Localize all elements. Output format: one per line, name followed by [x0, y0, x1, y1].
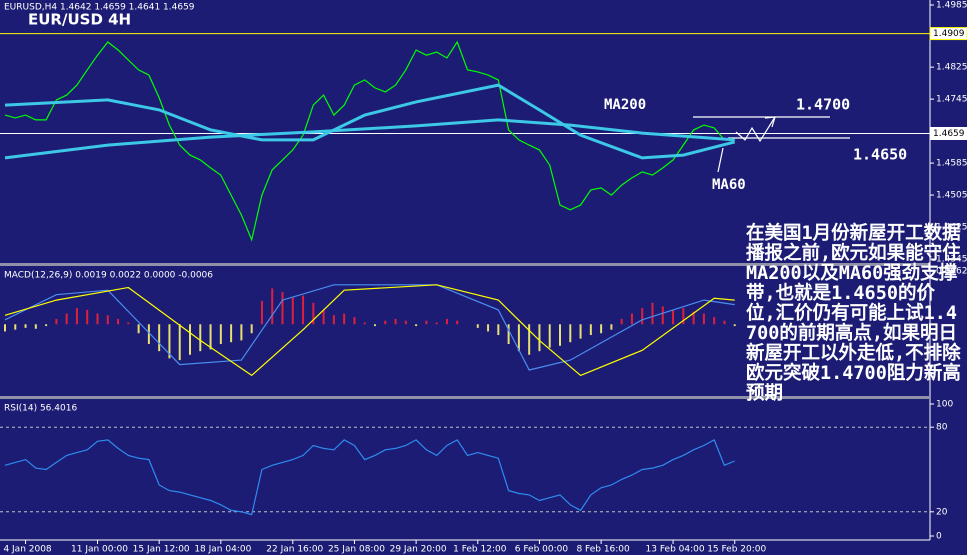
y-tick-label: 20 — [936, 507, 948, 517]
series-line — [4, 439, 735, 516]
x-tick-label: 1 Feb 12:00 — [453, 545, 507, 555]
series-line — [4, 284, 735, 377]
x-tick-label: 18 Jan 04:00 — [194, 545, 251, 555]
chart-title: EUR/USD 4H — [28, 11, 131, 29]
annotation: MA200 — [604, 97, 646, 113]
annotation-pointer — [717, 147, 724, 173]
y-tick-label: 100 — [936, 400, 953, 410]
level-box — [929, 126, 967, 140]
y-tick-label: 1.4345 — [936, 255, 967, 265]
panel-separator — [0, 263, 930, 266]
y-tick-label: 1.4585 — [936, 159, 967, 169]
y-tick-label: 1.4985 — [936, 1, 967, 11]
panel-title: RSI(14) 56.4016 — [4, 404, 77, 414]
y-tick-label: 1.4745 — [936, 95, 967, 105]
series-line — [4, 284, 735, 371]
panel-separator — [0, 396, 930, 399]
series-line — [4, 83, 736, 160]
x-tick-label: 11 Jan 00:00 — [71, 545, 128, 555]
x-tick-label: 29 Jan 20:00 — [390, 545, 447, 555]
x-tick-label: 6 Feb 00:00 — [515, 545, 569, 555]
x-tick-label: 15 Feb 20:00 — [707, 545, 766, 555]
annotation: 1.4700 — [796, 96, 850, 114]
x-tick-label: 22 Jan 16:00 — [266, 545, 323, 555]
annotation: 1.4650 — [853, 146, 907, 164]
series-line — [4, 118, 735, 160]
x-tick-label: 13 Feb 04:00 — [646, 545, 705, 555]
commentary: 在美国1月份新屋开工数据播报之前,欧元如果能守住MA200以及MA60强劲支撑带… — [746, 223, 961, 404]
y-tick-label: 0.0062 — [936, 267, 967, 277]
annotations: MA200 1.4700 1.4650 MA60 — [604, 96, 907, 194]
header: EURUSD,H4 1.4642 1.4659 1.4641 1.4659 — [4, 3, 195, 13]
y-tick-label: 0 — [936, 532, 942, 542]
y-tick-label: 1.4505 — [936, 191, 967, 201]
annotation-arrows — [693, 116, 850, 173]
x-tick-label: 8 Feb 16:00 — [576, 545, 630, 555]
x-tick-label: 4 Jan 2008 — [3, 545, 51, 555]
y-tick-label: 1.4425 — [936, 223, 967, 233]
annotation: MA60 — [712, 177, 746, 193]
series-line — [4, 40, 735, 242]
x-tick-label: 25 Jan 08:00 — [328, 545, 385, 555]
annotation-arrowhead — [764, 116, 776, 128]
panel-title: MACD(12,26,9) 0.0019 0.0022 0.0000 -0.00… — [4, 271, 213, 281]
level-box — [929, 27, 967, 41]
x-tick-label: 15 Jan 12:00 — [133, 545, 190, 555]
y-tick-label: 1.4825 — [936, 63, 967, 73]
y-tick-label: 80 — [936, 423, 948, 433]
level-label: 1.4909 — [933, 29, 965, 39]
level-label: 1.4659 — [933, 129, 965, 139]
